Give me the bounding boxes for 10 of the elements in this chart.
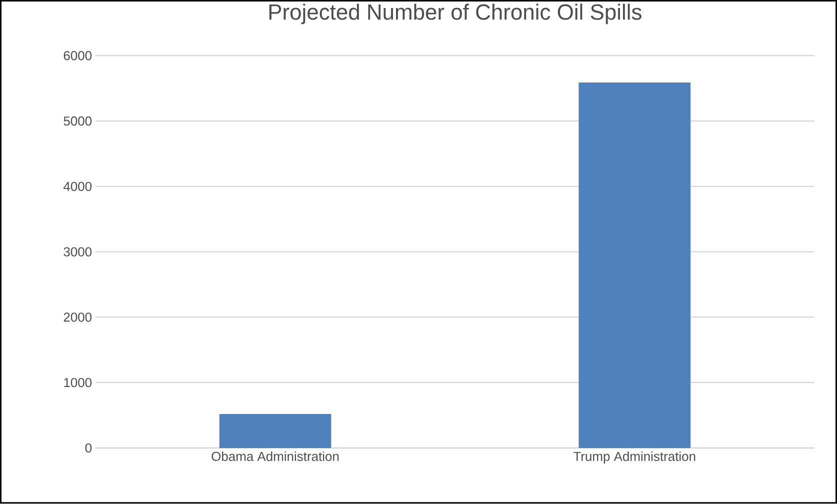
y-tick-label: 0 <box>85 444 92 453</box>
chart-title: Projected Number of Chronic Oil Spills <box>269 4 642 24</box>
x-tick-label: Obama Administration <box>212 452 339 462</box>
y-tick-label: 2000 <box>64 312 92 322</box>
y-tick-label: 1000 <box>64 378 92 388</box>
y-tick-label: 5000 <box>64 116 92 126</box>
y-tick-label: 6000 <box>64 51 92 60</box>
x-tick-label: Trump Administration <box>573 452 696 464</box>
y-tick-label: 3000 <box>64 247 92 257</box>
y-tick-label: 4000 <box>63 182 92 192</box>
